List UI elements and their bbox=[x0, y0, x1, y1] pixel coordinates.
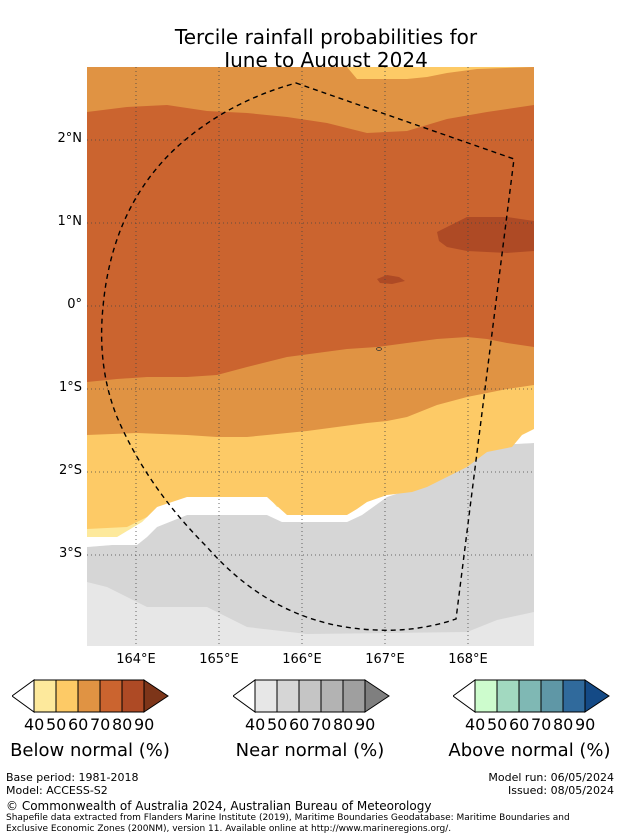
region-near-50 bbox=[87, 443, 534, 634]
model-run: Model run: 06/05/2024 bbox=[488, 771, 614, 784]
eez-boundary bbox=[100, 82, 515, 631]
copyright: © Commonwealth of Australia 2024, Austra… bbox=[6, 799, 432, 813]
lon-label-164e: 164°E bbox=[116, 652, 156, 667]
lat-label-1s: 1°S bbox=[58, 380, 82, 395]
tick: 80 bbox=[553, 715, 574, 734]
model-name: Model: ACCESS-S2 bbox=[6, 784, 108, 797]
tick: 60 bbox=[289, 715, 310, 734]
tick: 80 bbox=[112, 715, 133, 734]
tick: 40 bbox=[24, 715, 45, 734]
tick: 40 bbox=[465, 715, 486, 734]
tick: 60 bbox=[509, 715, 530, 734]
shapefile-credit-line1: Shapefile data extracted from Flanders M… bbox=[6, 813, 570, 823]
lat-label-3s: 3°S bbox=[58, 546, 82, 561]
map-title-line2: June to August 2024 bbox=[224, 48, 428, 72]
tick: 60 bbox=[68, 715, 89, 734]
base-period: Base period: 1981-2018 bbox=[6, 771, 139, 784]
region-below-70 bbox=[87, 105, 534, 382]
map-title-line1: Tercile rainfall probabilities for bbox=[174, 25, 478, 49]
tick: 80 bbox=[333, 715, 354, 734]
legend-below-colorbar bbox=[12, 679, 169, 713]
legend-above-colorbar bbox=[453, 679, 610, 713]
lat-label-2n: 2°N bbox=[57, 131, 83, 146]
legend-above-caption: Above normal (%) bbox=[448, 740, 611, 761]
issued-date: Issued: 08/05/2024 bbox=[507, 784, 614, 797]
legend-near-colorbar bbox=[233, 679, 390, 713]
tick: 70 bbox=[531, 715, 552, 734]
tick: 70 bbox=[90, 715, 111, 734]
lon-label-168e: 168°E bbox=[448, 652, 488, 667]
tick: 70 bbox=[311, 715, 332, 734]
lat-label-2s: 2°S bbox=[58, 463, 82, 478]
lon-label-166e: 166°E bbox=[282, 652, 322, 667]
rainfall-probability-map bbox=[87, 67, 534, 646]
lat-label-0: 0° bbox=[67, 297, 82, 312]
lat-label-1n: 1°N bbox=[57, 214, 83, 229]
tick: 40 bbox=[245, 715, 266, 734]
tick: 90 bbox=[134, 715, 155, 734]
region-below-80-small bbox=[377, 275, 405, 284]
small-island bbox=[376, 347, 382, 351]
lon-label-165e: 165°E bbox=[199, 652, 239, 667]
tick: 50 bbox=[487, 715, 508, 734]
tick: 90 bbox=[355, 715, 376, 734]
region-below-80 bbox=[437, 217, 534, 253]
legend-near-caption: Near normal (%) bbox=[235, 740, 385, 761]
lon-label-167e: 167°E bbox=[365, 652, 405, 667]
tick: 50 bbox=[46, 715, 67, 734]
shapefile-credit-line2: Exclusive Economic Zones (200NM), versio… bbox=[6, 824, 452, 834]
legend-below-caption: Below normal (%) bbox=[10, 740, 170, 761]
tick: 90 bbox=[575, 715, 596, 734]
tick: 50 bbox=[267, 715, 288, 734]
